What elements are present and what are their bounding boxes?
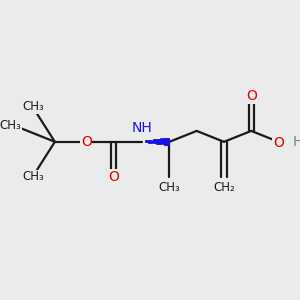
Text: H: H: [293, 135, 300, 149]
Text: O: O: [273, 136, 284, 150]
Text: CH₃: CH₃: [22, 100, 44, 113]
Text: O: O: [108, 170, 119, 184]
Text: CH₃: CH₃: [22, 170, 44, 183]
Text: CH₃: CH₃: [158, 181, 180, 194]
Text: NH: NH: [132, 121, 152, 135]
Text: O: O: [81, 135, 92, 149]
Text: CH₃: CH₃: [0, 119, 21, 132]
Text: O: O: [246, 89, 257, 103]
Text: CH₂: CH₂: [213, 181, 235, 194]
